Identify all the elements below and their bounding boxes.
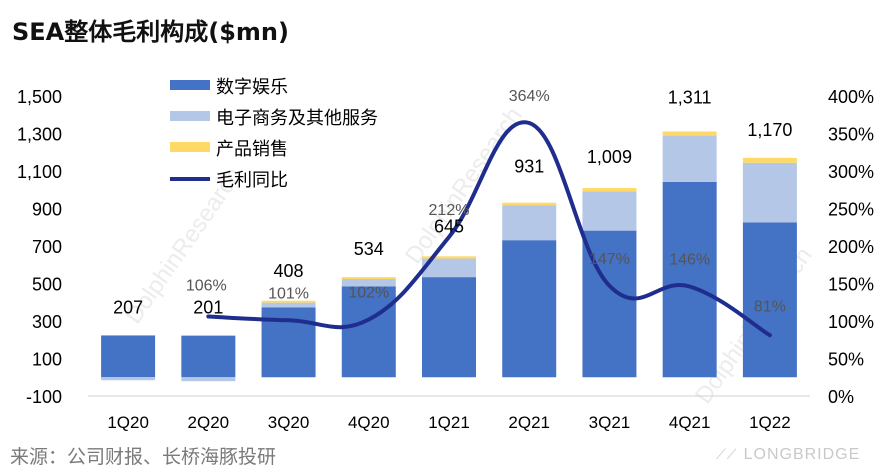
bar-ecommerce (181, 377, 236, 382)
bar-product-sales (341, 277, 396, 279)
yoy-line (206, 120, 772, 338)
yoy-label: 146% (669, 252, 710, 269)
bar-product-sales (582, 188, 637, 192)
axes-layer: -100 100 300 500 700 900 1,100 1,300 1,500 0% 50% 1… (17, 87, 874, 432)
logo-text: LONGBRIDGE (743, 446, 861, 463)
bar-digital-entertainment (181, 335, 236, 378)
left-tick-label: 900 (32, 200, 62, 220)
bar-digital-entertainment (422, 277, 476, 378)
bar-total-label: 534 (354, 239, 384, 259)
legend-product-sales-swatch (170, 142, 210, 152)
legend-ecommerce-label: 电子商务及其他服务 (216, 108, 378, 129)
bar-total-label: 1,311 (668, 87, 712, 107)
legend-digital-entertainment-swatch (170, 80, 210, 90)
x-tick-label: 4Q21 (669, 413, 711, 432)
left-tick-label: -100 (26, 387, 62, 407)
bar-ecommerce (502, 205, 557, 241)
yoy-line-layer (206, 120, 772, 338)
right-tick-label: 0% (828, 387, 854, 407)
bar-product-sales (742, 157, 797, 163)
bar-total-label: 207 (113, 297, 143, 317)
source-note: 来源：公司财报、长桥海豚投研 (10, 446, 277, 468)
left-tick-label: 500 (32, 275, 62, 295)
legend-ecommerce-swatch (170, 111, 210, 121)
x-tick-label: 3Q21 (589, 413, 631, 432)
x-tick-label: 2Q21 (508, 413, 550, 432)
bar-product-sales (422, 256, 476, 259)
right-tick-label: 100% (828, 312, 874, 332)
legend-yoy-label: 毛利同比 (216, 170, 288, 191)
bar-digital-entertainment (742, 222, 797, 378)
legend-digital-entertainment-label: 数字娱乐 (216, 77, 288, 98)
bar-digital-entertainment (341, 286, 396, 378)
bar-ecommerce (582, 191, 637, 231)
bar-total-label: 1,170 (747, 120, 792, 140)
yoy-label: 81% (754, 298, 786, 315)
bar-product-sales (662, 131, 717, 136)
longbridge-logo: ⟋⟋ LONGBRIDGE (716, 446, 860, 464)
yoy-label: 106% (186, 278, 227, 295)
left-tick-label: 300 (32, 312, 62, 332)
yoy-label: 212% (429, 202, 470, 219)
bar-digital-entertainment (502, 240, 557, 378)
left-tick-label: 1,100 (17, 162, 62, 182)
right-tick-label: 350% (828, 125, 874, 145)
right-tick-label: 200% (828, 237, 874, 257)
right-tick-label: 250% (828, 200, 874, 220)
right-tick-label: 300% (828, 162, 874, 182)
yoy-label: 147% (589, 251, 630, 268)
yoy-label: 102% (348, 285, 389, 302)
x-tick-label: 3Q20 (268, 413, 310, 432)
x-tick-label: 4Q20 (348, 413, 390, 432)
x-tick-label: 1Q20 (107, 413, 149, 432)
bar-ecommerce (341, 279, 396, 287)
labels-layer: 207 201 408 534 645 931 1,009 1,311 1,170 106% 101… (113, 87, 792, 317)
bar-product-sales (502, 202, 557, 206)
right-tick-label: 150% (828, 275, 874, 295)
left-tick-label: 100 (32, 350, 62, 370)
left-tick-label: 1,500 (17, 87, 62, 107)
left-tick-label: 700 (32, 237, 62, 257)
bar-digital-entertainment (101, 335, 156, 378)
yoy-label: 364% (509, 88, 550, 105)
bar-total-label: 1,009 (587, 147, 632, 167)
chart-title: SEA整体毛利构成($mn) (12, 18, 289, 46)
legend-product-sales-label: 产品销售 (216, 139, 288, 160)
x-tick-label: 1Q22 (749, 413, 791, 432)
x-tick-label: 1Q21 (428, 413, 470, 432)
bar-ecommerce (742, 162, 797, 223)
bar-product-sales (261, 300, 316, 303)
bar-ecommerce (662, 135, 717, 182)
right-tick-label: 50% (828, 350, 864, 370)
bar-digital-entertainment (662, 181, 717, 378)
left-tick-label: 1,300 (17, 125, 62, 145)
right-tick-label: 400% (828, 87, 874, 107)
bar-total-label: 408 (274, 261, 304, 281)
bar-total-label: 931 (514, 157, 544, 177)
bar-total-label: 201 (193, 298, 223, 318)
bar-ecommerce (261, 302, 316, 308)
yoy-label: 101% (268, 285, 309, 302)
bar-ecommerce (101, 377, 156, 381)
x-tick-label: 2Q20 (188, 413, 230, 432)
bar-total-label: 645 (434, 216, 464, 236)
logo-glyph-icon: ⟋⟋ (716, 446, 738, 462)
bar-ecommerce (422, 258, 476, 278)
